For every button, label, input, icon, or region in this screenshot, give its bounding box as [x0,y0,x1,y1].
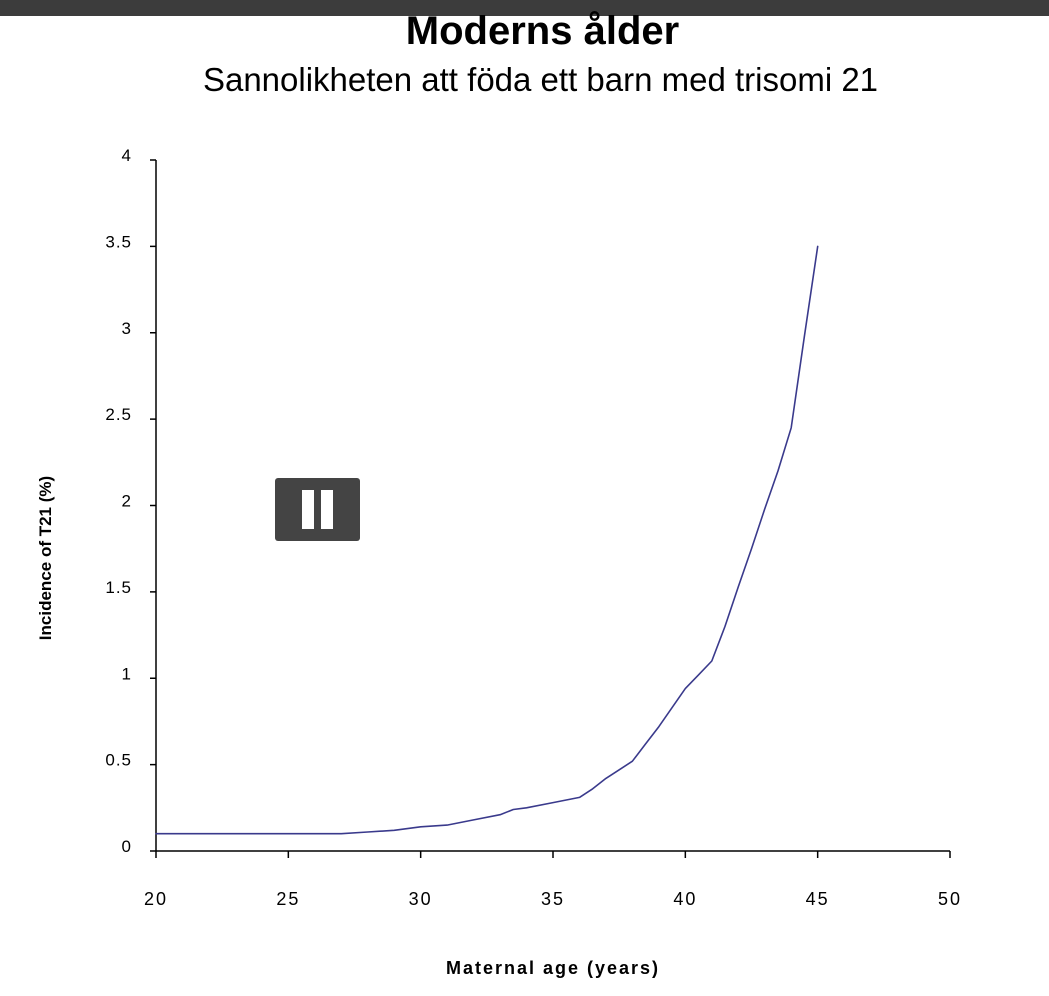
y-axis-label: Incidence of T21 (%) [36,476,55,640]
y-tick-label: 1 [122,664,132,683]
x-tick-label: 45 [806,889,830,909]
x-axis-label: Maternal age (years) [446,958,660,978]
y-tick-label: 3.5 [105,232,132,251]
y-tick-label: 4 [122,146,132,165]
x-tick-label: 20 [144,889,168,909]
x-tick-label: 50 [938,889,962,909]
chart-subtitle: Sannolikheten att föda ett barn med tris… [202,61,879,98]
x-tick-label: 25 [276,889,300,909]
series-line [155,245,819,835]
y-tick-label: 1.5 [105,578,132,597]
y-tick-label: 0.5 [105,751,132,770]
pause-icon [302,490,314,529]
y-tick-label: 0 [122,837,132,856]
y-tick-label: 2.5 [105,405,132,424]
axes [150,159,951,858]
chart-title: Moderns ålder [405,9,680,53]
top-bar [0,0,1049,16]
pause-icon-bar [321,490,333,529]
y-tick-label: 3 [122,319,132,338]
pause-button[interactable] [275,478,360,541]
x-tick-label: 35 [541,889,565,909]
y-tick-label: 2 [122,492,132,511]
x-tick-label: 40 [673,889,697,909]
series-group [155,245,819,835]
x-tick-label: 30 [409,889,433,909]
tick-labels: 0 0.5 1 1.5 2 2.5 3 3.5 4 20 25 30 35 40 45 50 [105,146,962,909]
